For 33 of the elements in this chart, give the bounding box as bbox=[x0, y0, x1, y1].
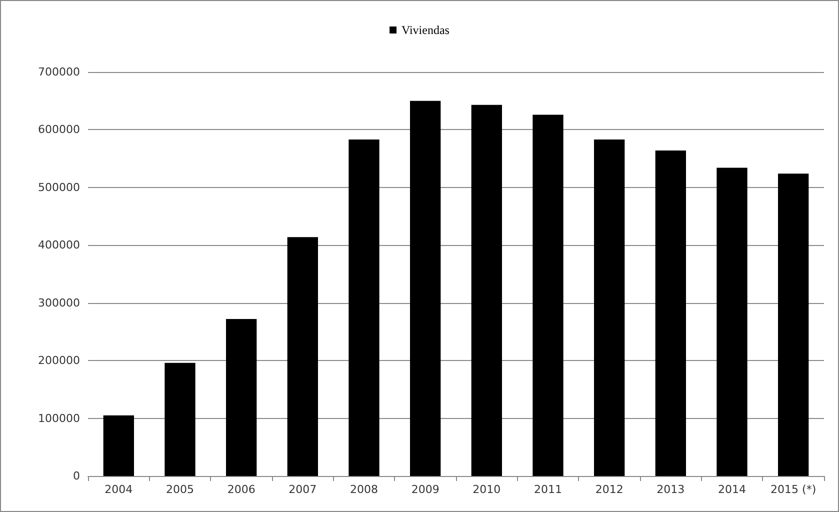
bar bbox=[410, 100, 441, 476]
bar bbox=[532, 114, 564, 476]
bar bbox=[287, 237, 318, 476]
x-tick-label: 2009 bbox=[411, 483, 440, 496]
x-tick-label: 2013 bbox=[656, 483, 685, 496]
x-tick-label: 2015 (*) bbox=[770, 483, 816, 496]
y-tick-label: 100000 bbox=[38, 412, 80, 425]
y-tick-label: 200000 bbox=[38, 354, 80, 368]
bar bbox=[594, 140, 625, 476]
legend-label: Viviendas bbox=[402, 23, 450, 37]
x-tick-label: 2011 bbox=[534, 483, 562, 496]
x-tick-label: 2010 bbox=[472, 483, 501, 496]
bar bbox=[778, 174, 809, 476]
x-tick-label: 2005 bbox=[166, 483, 194, 496]
y-tick-label: 700000 bbox=[38, 66, 80, 78]
x-tick-label: 2012 bbox=[595, 483, 624, 496]
bar bbox=[348, 140, 380, 476]
y-tick-label: 600000 bbox=[38, 123, 80, 136]
x-tick-label: 2006 bbox=[227, 483, 256, 496]
bar bbox=[655, 150, 686, 476]
bar bbox=[103, 415, 134, 476]
y-tick-label: 400000 bbox=[38, 238, 80, 252]
bar bbox=[471, 104, 502, 476]
x-tick-label: 2007 bbox=[288, 483, 317, 496]
bar bbox=[164, 362, 196, 476]
y-tick-label: 0 bbox=[73, 470, 80, 482]
bar bbox=[716, 168, 748, 476]
x-tick-label: 2008 bbox=[350, 483, 378, 496]
x-tick-label: 2004 bbox=[104, 483, 133, 496]
x-tick-label: 2014 bbox=[718, 483, 746, 496]
bar bbox=[226, 319, 257, 476]
y-tick-label: 300000 bbox=[38, 296, 80, 310]
y-tick-label: 500000 bbox=[38, 180, 80, 194]
